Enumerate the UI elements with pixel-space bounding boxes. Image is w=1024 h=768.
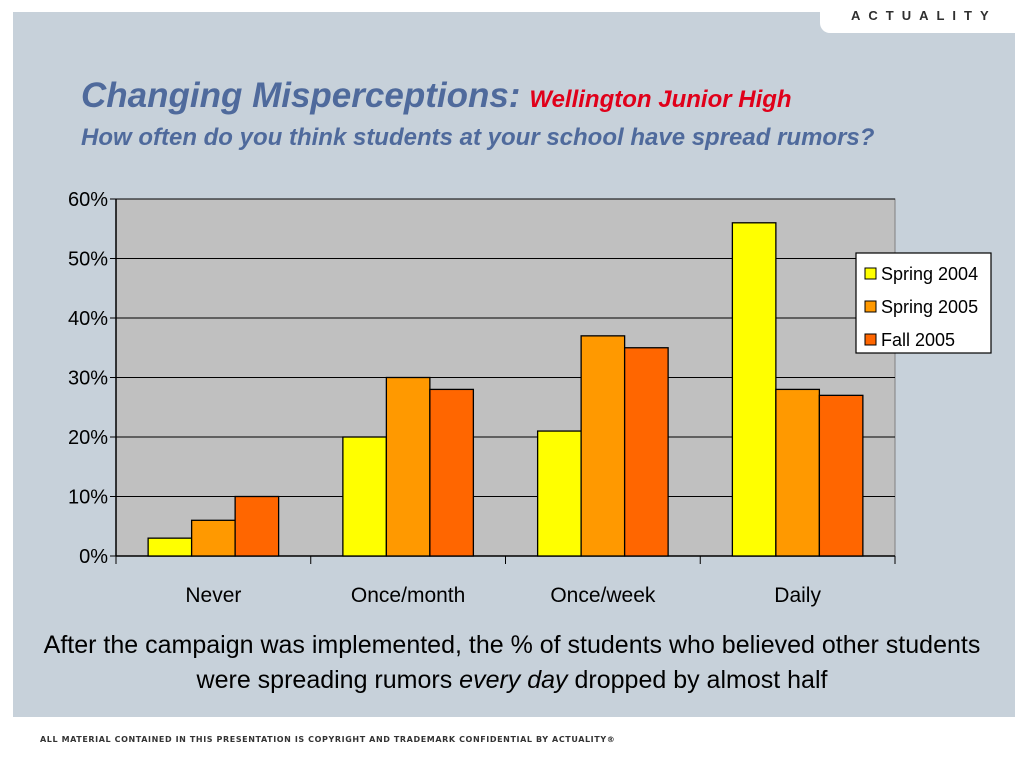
title-school: Wellington Junior High [529, 86, 792, 113]
caption-text-before: After the campaign was implemented, the … [43, 631, 981, 694]
bar [775, 388, 821, 557]
legend-box [855, 252, 992, 354]
y-tick-label: 10% [68, 487, 108, 509]
caption: After the campaign was implemented, the … [30, 628, 994, 698]
legend-swatch [864, 300, 877, 313]
legend-label: Spring 2004 [881, 264, 978, 284]
x-tick-label: Never [185, 584, 241, 607]
copyright-footer: ALL MATERIAL CONTAINED IN THIS PRESENTAT… [40, 735, 616, 744]
bar [234, 495, 280, 557]
x-tick-label: Once/week [550, 584, 656, 607]
legend-swatch [864, 333, 877, 346]
bar [536, 430, 582, 557]
y-tick-label: 40% [68, 308, 108, 330]
title-main: Changing Misperceptions: [81, 76, 521, 115]
legend-swatch [864, 267, 877, 280]
bar [580, 335, 626, 557]
y-tick-label: 20% [68, 427, 108, 449]
bar [731, 222, 777, 557]
bar [342, 436, 388, 557]
caption-emphasis: every day [459, 666, 568, 694]
survey-question: How often do you think students at your … [81, 124, 875, 151]
y-tick-label: 30% [68, 368, 108, 390]
bar [623, 347, 669, 557]
legend-label: Spring 2005 [881, 297, 978, 317]
x-tick-label: Daily [774, 584, 821, 607]
y-tick-label: 0% [79, 546, 108, 568]
legend-label: Fall 2005 [881, 330, 955, 350]
bar [385, 376, 431, 557]
bar [429, 388, 475, 557]
y-tick-label: 60% [68, 189, 108, 211]
bar [818, 394, 864, 557]
brand-logo: ACTUALITY [851, 8, 997, 23]
x-tick-label: Once/month [351, 584, 465, 607]
y-tick-label: 50% [68, 249, 108, 271]
bar [147, 537, 193, 557]
brand-tab [820, 0, 1015, 33]
slide-title: Changing Misperceptions: Wellington Juni… [81, 76, 961, 116]
caption-text-after: dropped by almost half [567, 666, 828, 694]
bar [190, 519, 236, 557]
